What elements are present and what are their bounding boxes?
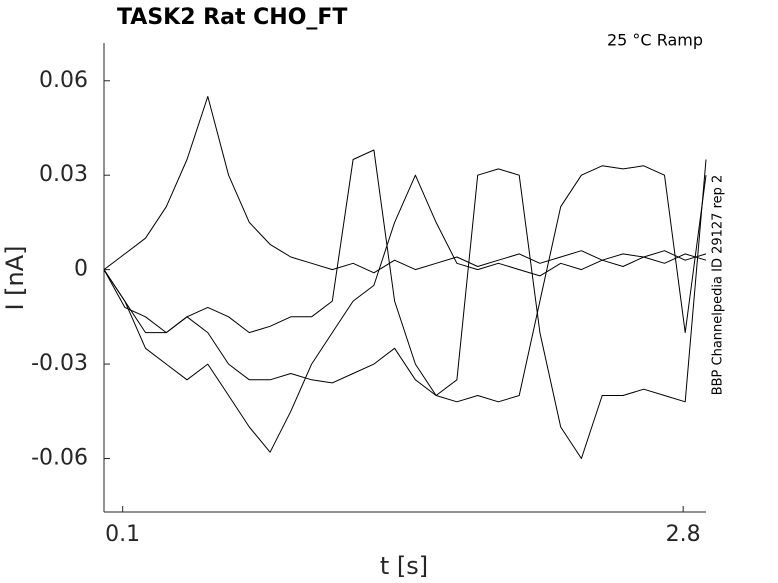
y-tick-label: -0.03: [31, 351, 88, 376]
x-tick-label: 2.8: [666, 522, 701, 547]
x-tick-label: 0.1: [105, 522, 140, 547]
y-tick-label: 0: [74, 257, 88, 282]
y-tick-label: -0.06: [31, 445, 88, 470]
chart-title: TASK2 Rat CHO_FT: [117, 5, 347, 30]
side-note: BBP Channelpedia ID 29127 rep 2: [711, 175, 726, 396]
trace: [103, 165, 707, 403]
annotation: 25 °C Ramp: [607, 31, 703, 50]
y-axis-label: I [nA]: [1, 245, 29, 310]
y-tick-label: 0.03: [39, 162, 88, 187]
x-axis-label: t [s]: [380, 552, 428, 580]
trace: [103, 149, 707, 459]
y-tick-label: 0.06: [39, 68, 88, 93]
trace: [103, 96, 707, 274]
trace: [103, 174, 707, 453]
